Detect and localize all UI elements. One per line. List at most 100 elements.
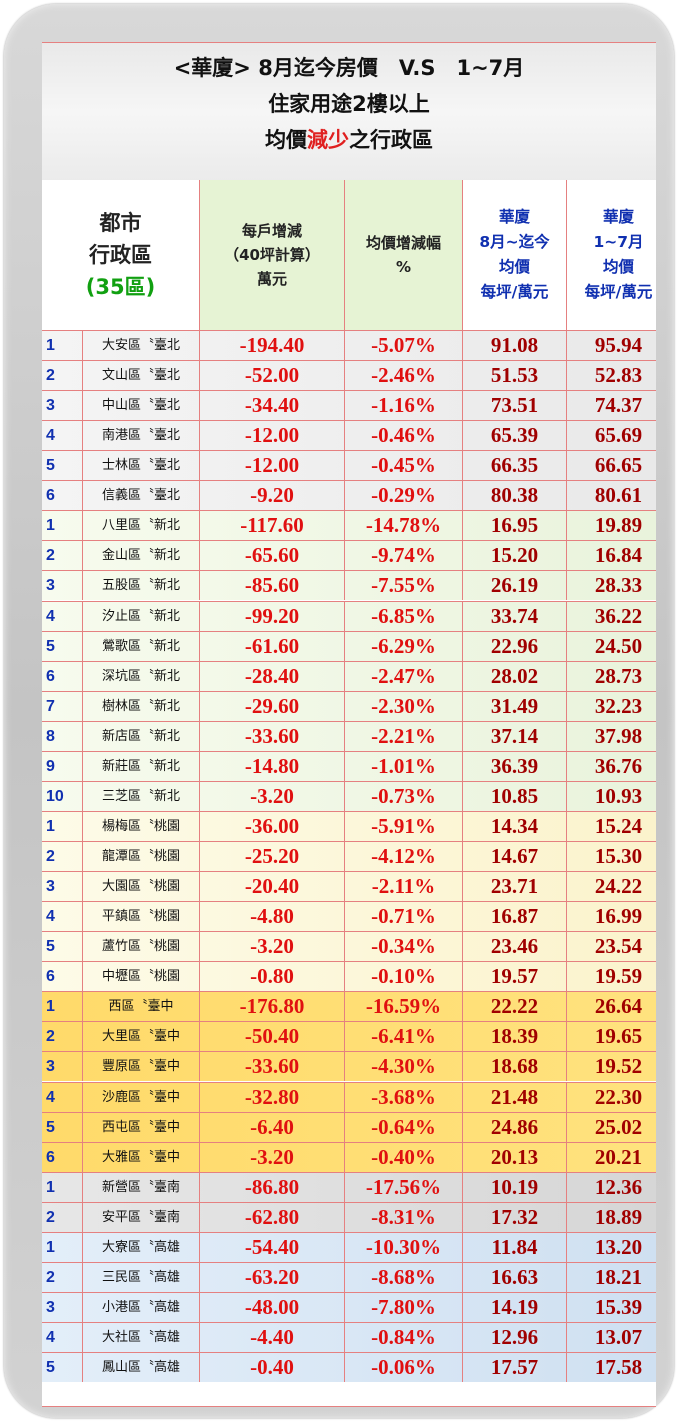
district-name: 蘆竹區〝桃園 (82, 932, 199, 962)
jul-avg-price: 19.89 (566, 511, 656, 541)
aug-avg-price: 19.57 (462, 962, 566, 992)
district-name: 新店區〝新北 (82, 721, 199, 751)
household-change: -65.60 (199, 541, 344, 571)
row-index: 1 (46, 817, 55, 835)
title-line-3: 均價減少之行政區 (42, 123, 656, 157)
title-line-3-post: 之行政區 (349, 128, 433, 152)
avg-change-pct: -1.16% (344, 391, 462, 421)
aug-avg-price: 14.19 (462, 1292, 566, 1322)
jul-avg-price: 16.99 (566, 902, 656, 932)
household-change: -9.20 (199, 481, 344, 511)
table-row: 10 三芝區〝新北 -3.20 -0.73% 10.85 10.93 (42, 780, 656, 811)
household-change: -50.40 (199, 1022, 344, 1052)
row-index: 1 (46, 337, 55, 354)
header-pct-line2: % (395, 258, 412, 276)
avg-change-pct: -2.47% (344, 661, 462, 691)
district-name: 鶯歌區〝新北 (82, 631, 199, 661)
avg-change-pct: -8.31% (344, 1202, 462, 1232)
avg-change-pct: -0.64% (344, 1112, 462, 1142)
header-change: 每戶增減 （40坪計算） 萬元 (199, 180, 344, 330)
jul-avg-price: 13.20 (566, 1232, 656, 1262)
household-change: -48.00 (199, 1292, 344, 1322)
household-change: -36.00 (199, 811, 344, 841)
avg-change-pct: -0.84% (344, 1322, 462, 1352)
avg-change-pct: -2.46% (344, 361, 462, 391)
avg-change-pct: -0.06% (344, 1353, 462, 1383)
avg-change-pct: -14.78% (344, 511, 462, 541)
aug-avg-price: 10.19 (462, 1172, 566, 1202)
avg-change-pct: -0.10% (344, 962, 462, 992)
header-district-line1: 都市 (99, 211, 142, 235)
district-name: 五股區〝新北 (82, 571, 199, 601)
aug-avg-price: 51.53 (462, 361, 566, 391)
aug-avg-price: 14.67 (462, 842, 566, 872)
household-change: -0.80 (199, 962, 344, 992)
district-name: 汐止區〝新北 (82, 601, 199, 631)
header-aug-line3: 均價 (498, 258, 530, 276)
row-index: 5 (46, 938, 55, 956)
row-index: 6 (46, 487, 55, 505)
jul-avg-price: 36.76 (566, 751, 656, 781)
table-row: 6 深坑區〝新北 -28.40 -2.47% 28.02 28.73 (42, 660, 656, 691)
row-index: 4 (46, 427, 55, 445)
household-change: -4.40 (199, 1322, 344, 1352)
table-row: 1 大寮區〝高雄 -54.40 -10.30% 11.84 13.20 (42, 1231, 656, 1262)
district-name: 中山區〝臺北 (82, 391, 199, 421)
table-row: 2 安平區〝臺南 -62.80 -8.31% 17.32 18.89 (42, 1201, 656, 1232)
household-change: -29.60 (199, 691, 344, 721)
avg-change-pct: -0.46% (344, 421, 462, 451)
district-name: 西屯區〝臺中 (82, 1112, 199, 1142)
aug-avg-price: 31.49 (462, 691, 566, 721)
jul-avg-price: 19.52 (566, 1052, 656, 1082)
aug-avg-price: 16.95 (462, 511, 566, 541)
aug-avg-price: 18.39 (462, 1022, 566, 1052)
jul-avg-price: 12.36 (566, 1172, 656, 1202)
row-index: 1 (46, 998, 55, 1016)
district-name: 豐原區〝臺中 (82, 1052, 199, 1082)
aug-avg-price: 65.39 (462, 421, 566, 451)
aug-avg-price: 23.46 (462, 932, 566, 962)
row-index: 4 (46, 908, 55, 926)
household-change: -14.80 (199, 751, 344, 781)
avg-change-pct: -0.40% (344, 1142, 462, 1172)
jul-avg-price: 15.30 (566, 842, 656, 872)
household-change: -194.40 (199, 331, 344, 360)
row-index: 5 (46, 457, 55, 475)
aug-avg-price: 15.20 (462, 541, 566, 571)
row-index: 8 (46, 727, 55, 745)
jul-avg-price: 52.83 (566, 361, 656, 391)
avg-change-pct: -7.80% (344, 1292, 462, 1322)
header-district: 都市 行政區 (35區) (42, 180, 199, 330)
avg-change-pct: -17.56% (344, 1172, 462, 1202)
aug-avg-price: 16.63 (462, 1262, 566, 1292)
district-name: 西區〝臺中 (82, 992, 199, 1022)
header-aug: 華廈 8月~迄今 均價 每坪/萬元 (462, 180, 566, 330)
household-change: -6.40 (199, 1112, 344, 1142)
district-name: 樹林區〝新北 (82, 691, 199, 721)
jul-avg-price: 22.30 (566, 1082, 656, 1112)
household-change: -4.80 (199, 902, 344, 932)
row-index: 2 (46, 1268, 55, 1286)
jul-avg-price: 65.69 (566, 421, 656, 451)
aug-avg-price: 26.19 (462, 571, 566, 601)
jul-avg-price: 28.73 (566, 661, 656, 691)
jul-avg-price: 95.94 (566, 331, 656, 360)
aug-avg-price: 16.87 (462, 902, 566, 932)
jul-avg-price: 19.59 (566, 962, 656, 992)
household-change: -117.60 (199, 511, 344, 541)
jul-avg-price: 74.37 (566, 391, 656, 421)
district-name: 文山區〝臺北 (82, 361, 199, 391)
row-index: 2 (46, 367, 55, 385)
household-change: -32.80 (199, 1082, 344, 1112)
title-line-3-highlight: 減少 (307, 128, 349, 152)
table-row: 5 鳳山區〝高雄 -0.40 -0.06% 17.57 17.58 (42, 1352, 656, 1383)
jul-avg-price: 19.65 (566, 1022, 656, 1052)
row-index: 1 (46, 1178, 55, 1196)
table-row: 2 大里區〝臺中 -50.40 -6.41% 18.39 19.65 (42, 1021, 656, 1052)
table-row: 4 大社區〝高雄 -4.40 -0.84% 12.96 13.07 (42, 1321, 656, 1352)
district-name: 信義區〝臺北 (82, 481, 199, 511)
table-row: 4 汐止區〝新北 -99.20 -6.85% 33.74 36.22 (42, 600, 656, 631)
header-jul-line4: 每坪/萬元 (584, 283, 653, 301)
jul-avg-price: 32.23 (566, 691, 656, 721)
row-index: 4 (46, 1088, 55, 1106)
